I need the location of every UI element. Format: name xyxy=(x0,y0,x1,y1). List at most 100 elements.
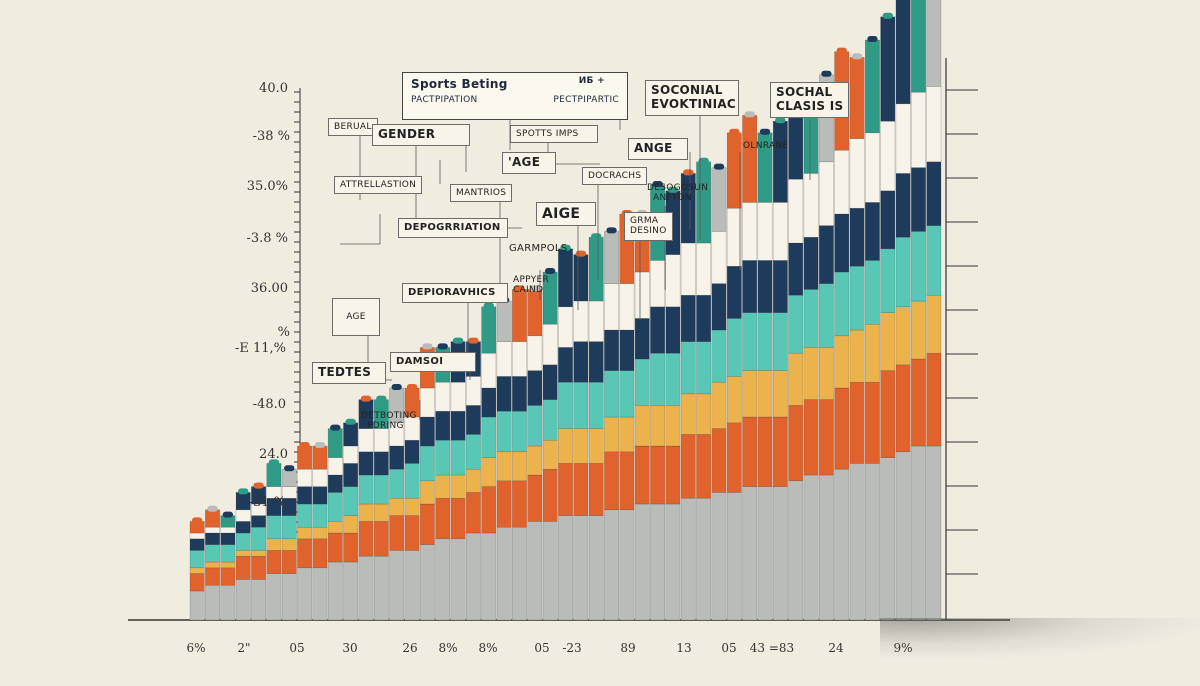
detbotting-label: DETBOTING PDRING xyxy=(356,408,422,435)
bar-segment-orange xyxy=(419,503,435,545)
bar-segment-mustard xyxy=(419,480,435,505)
bar-segment-cream xyxy=(512,341,527,377)
bar-cap xyxy=(253,482,264,489)
bar-segment-cream xyxy=(558,306,573,348)
bar-segment-grey xyxy=(911,445,926,621)
bar-segment-mustard xyxy=(588,428,604,464)
bar-segment-orange xyxy=(266,550,282,574)
bar-segment-grey xyxy=(588,515,604,621)
bar-segment-teal xyxy=(588,381,604,429)
bar-segment-grey xyxy=(711,492,727,621)
bar-segment-navy xyxy=(496,376,512,412)
bar-segment-orange xyxy=(757,416,773,487)
bar-segment-navy xyxy=(818,225,834,284)
docrachs-label: DOCRACHS xyxy=(582,167,648,186)
bar-segment-mustard xyxy=(911,300,926,360)
bar-segment-teal xyxy=(205,544,220,563)
bar-segment-cream xyxy=(834,149,850,215)
bar-segment-orange xyxy=(512,480,527,528)
bar-segment-navy xyxy=(481,387,497,418)
age-small-label: AGE xyxy=(332,298,380,336)
bar-segment-navy xyxy=(895,173,911,238)
bar-segment-grey xyxy=(358,555,374,621)
bar-segment-teal xyxy=(880,248,896,313)
bar-segment-top xyxy=(742,115,758,203)
bar-segment-cream xyxy=(849,138,865,209)
bar-segment-cream xyxy=(496,341,512,377)
bar-segment-cream xyxy=(435,381,451,412)
bar-segment-navy xyxy=(588,341,604,383)
bar-segment-navy xyxy=(619,329,635,371)
bar-cap xyxy=(452,337,464,344)
bar-segment-grey xyxy=(634,503,650,621)
bar-segment-orange xyxy=(281,550,297,574)
bar-segment-grey xyxy=(742,486,758,621)
bar-segment-orange xyxy=(220,567,236,586)
bar-segment-navy xyxy=(803,236,819,290)
bar-segment-navy xyxy=(435,410,451,441)
bar-cap xyxy=(391,384,402,390)
bar-segment-orange xyxy=(926,352,942,447)
bar-segment-navy xyxy=(512,376,527,412)
bar-segment-grey xyxy=(512,526,527,621)
bar-segment-teal xyxy=(818,283,834,348)
bar-segment-grey xyxy=(926,445,942,621)
y-tick-label: 36.00 xyxy=(251,281,288,296)
bar-segment-orange xyxy=(481,486,497,534)
bar-segment-cream xyxy=(527,335,543,371)
bar-cap xyxy=(284,465,295,472)
bar-cap xyxy=(345,418,356,425)
bar-segment-mustard xyxy=(358,503,374,522)
bar-segment-grey xyxy=(251,579,266,621)
bar-segment-grey xyxy=(788,480,804,621)
bar-segment-mustard xyxy=(665,405,681,447)
bar-segment-grey xyxy=(726,492,742,621)
bar-segment-teal xyxy=(373,474,389,505)
bar-segment-grey xyxy=(281,573,297,621)
detbotting-line2: PDRING xyxy=(367,421,404,432)
bar-segment-grey xyxy=(496,526,512,621)
bar-segment-grey xyxy=(481,532,497,621)
bar-cap xyxy=(514,285,525,292)
bar-segment-teal xyxy=(435,439,451,476)
bar-segment-mustard xyxy=(205,561,220,569)
bar-segment-navy xyxy=(527,370,543,406)
bar-segment-orange xyxy=(895,364,911,453)
bar-cap xyxy=(713,163,725,170)
bar-segment-navy xyxy=(911,167,926,232)
bar-segment-teal xyxy=(926,225,942,296)
bar-segment-mustard xyxy=(604,416,619,453)
bar-segment-cream xyxy=(297,468,313,487)
grma-label: GRMA DESINO xyxy=(624,212,673,241)
x-tick-label: 05 xyxy=(721,641,736,655)
bar-segment-cream xyxy=(634,271,650,319)
bar-cap xyxy=(775,117,786,124)
bar-segment-navy xyxy=(419,416,435,447)
bar-segment-mustard xyxy=(312,526,328,540)
bar-segment-navy xyxy=(849,207,865,267)
gender-label: GENDER xyxy=(372,124,470,146)
x-tick-label: 24 xyxy=(828,641,844,655)
bar-segment-navy xyxy=(834,213,850,273)
chart-subtitle: PECTPIPARTIC xyxy=(553,94,619,105)
bar-segment-orange xyxy=(312,538,328,569)
bar-cap xyxy=(759,128,771,135)
bar-segment-mustard xyxy=(389,497,405,516)
bar-segment-orange xyxy=(619,451,635,511)
bar-segment-grey xyxy=(235,579,251,621)
bar-segment-mustard xyxy=(849,329,865,383)
bar-segment-teal xyxy=(680,341,696,395)
bar-segment-top xyxy=(281,468,297,487)
bar-segment-cream xyxy=(542,323,558,366)
bar-segment-cream xyxy=(865,132,880,203)
bar-segment-mustard xyxy=(619,416,635,453)
bar-segment-orange xyxy=(772,416,788,487)
bar-segment-top xyxy=(880,16,896,122)
bar-segment-navy xyxy=(235,521,251,534)
bar-segment-grey xyxy=(834,468,850,621)
bar-segment-orange xyxy=(496,480,512,528)
bar-segment-grey xyxy=(696,497,712,621)
bar-segment-teal xyxy=(527,405,543,447)
bar-cap xyxy=(483,302,494,309)
